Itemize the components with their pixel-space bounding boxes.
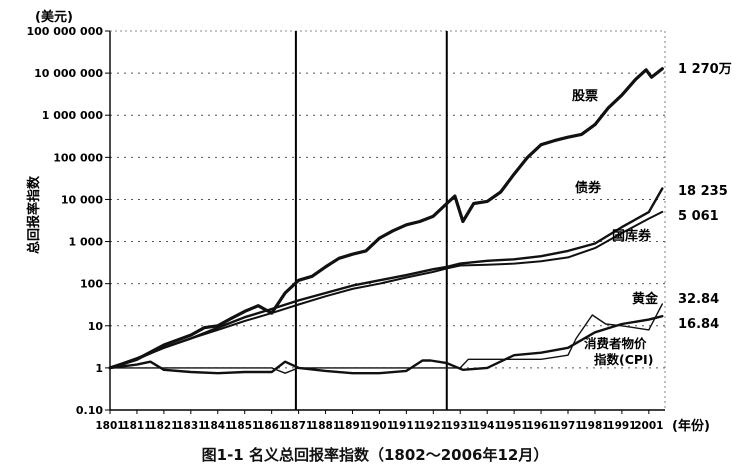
y-tick-label: 10	[88, 320, 104, 333]
series-line	[108, 315, 664, 375]
series-name-label: 消费者物价	[584, 336, 647, 351]
series-name-label: 指数(CPI)	[594, 352, 653, 367]
series-name-label: 债券	[575, 180, 602, 196]
series-end-value-label: 5 061	[678, 209, 719, 224]
series-end-value-label: 1 270万	[678, 62, 732, 77]
x-tick-label: 1991	[607, 420, 636, 432]
series-line	[108, 67, 664, 370]
series-layer	[108, 67, 664, 375]
series-end-value-label: 18 235	[678, 184, 728, 199]
x-tick-label: 1941	[473, 420, 502, 432]
y-axis-title: 总回报率指数	[26, 175, 42, 254]
x-tick-label: 1801	[95, 420, 124, 432]
y-tick-label: 1	[95, 362, 103, 375]
x-tick-label: 1811	[122, 420, 151, 432]
y-tick-label: 10 000 000	[34, 67, 103, 80]
series-line	[109, 303, 663, 374]
y-tick-label: 0.10	[76, 404, 103, 417]
y-tick-label: 1 000	[69, 236, 104, 249]
x-tick-label: 1881	[311, 420, 340, 432]
x-tick-label: 1841	[203, 420, 232, 432]
x-tick-label: 1931	[446, 420, 475, 432]
series-name-label: 国库券	[612, 228, 652, 244]
x-tick-label: 1971	[553, 420, 582, 432]
x-tick-label: 1921	[419, 420, 448, 432]
x-tick-label: 1831	[176, 420, 205, 432]
x-tick-label: 2001	[634, 420, 663, 432]
series-end-value-label: 16.84	[678, 317, 719, 332]
x-tick-label: 1821	[149, 420, 178, 432]
y-tick-label: 100 000	[53, 151, 103, 164]
series-end-value-label: 32.84	[678, 292, 719, 307]
x-tick-label: 1911	[392, 420, 421, 432]
x-tick-label: 1961	[526, 420, 555, 432]
y-tick-label: 100 000 000	[26, 25, 103, 38]
series-line	[109, 210, 664, 369]
x-tick-label: 1901	[365, 420, 394, 432]
x-tick-label: 1851	[230, 420, 259, 432]
x-tick-label: 1951	[500, 420, 529, 432]
series-name-label: 股票	[572, 88, 598, 104]
x-tick-label: 1981	[580, 420, 609, 432]
figure-caption: 图1-1 名义总回报率指数（1802～2006年12月）	[201, 446, 549, 464]
grid-layer	[110, 72, 665, 369]
y-tick-label: 100	[80, 278, 103, 291]
y-tick-label: 10 000	[61, 193, 103, 206]
axis-layer: 100 000 000 10 000 000 1 000 000 100 000 10 …	[26, 25, 666, 432]
x-tick-label: 1871	[284, 420, 313, 432]
x-tick-label: 1891	[338, 420, 367, 432]
x-tick-label: 1861	[257, 420, 286, 432]
series-line	[108, 187, 664, 370]
y-tick-label: 1 000 000	[42, 109, 104, 122]
series-name-label: 黄金	[632, 291, 659, 307]
x-axis-unit-label: (年份)	[672, 418, 710, 434]
y-unit-label: (美元)	[35, 9, 73, 25]
